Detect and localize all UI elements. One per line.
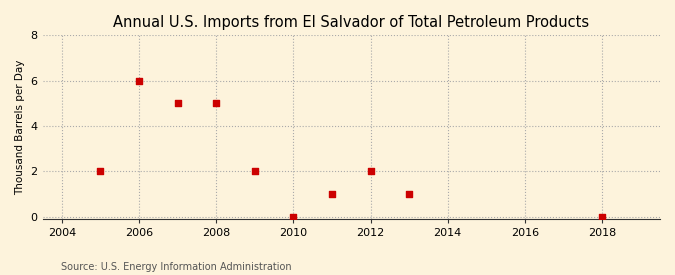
Title: Annual U.S. Imports from El Salvador of Total Petroleum Products: Annual U.S. Imports from El Salvador of … bbox=[113, 15, 589, 30]
Point bbox=[249, 169, 260, 174]
Point bbox=[327, 192, 338, 196]
Point bbox=[365, 169, 376, 174]
Point bbox=[288, 214, 299, 219]
Point bbox=[95, 169, 106, 174]
Point bbox=[597, 214, 608, 219]
Point bbox=[134, 78, 144, 83]
Text: Source: U.S. Energy Information Administration: Source: U.S. Energy Information Administ… bbox=[61, 262, 292, 272]
Y-axis label: Thousand Barrels per Day: Thousand Barrels per Day bbox=[15, 59, 25, 195]
Point bbox=[211, 101, 221, 106]
Point bbox=[404, 192, 414, 196]
Point bbox=[172, 101, 183, 106]
